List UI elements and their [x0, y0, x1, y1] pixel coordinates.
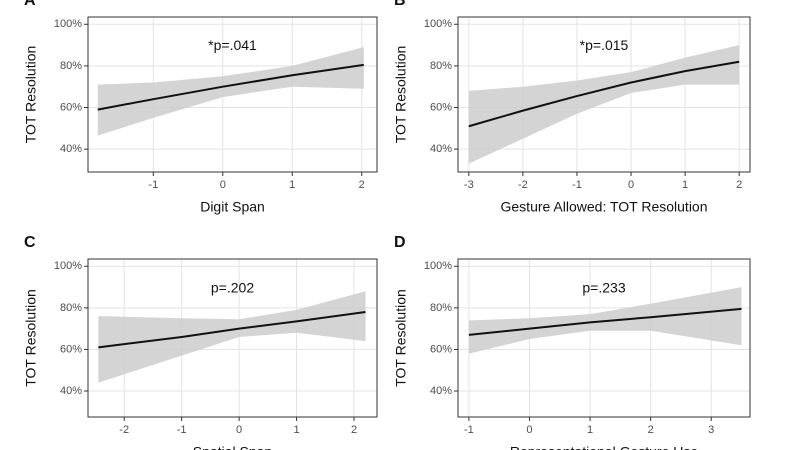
y-tick-label: 100% — [424, 18, 452, 30]
x-tick-label: -2 — [518, 179, 528, 191]
fit-line — [98, 311, 366, 349]
panel-letter: D — [394, 234, 406, 251]
y-axis-title: TOT Resolution — [23, 289, 39, 387]
plot-border — [87, 16, 378, 173]
x-tick-label: -1 — [177, 424, 187, 436]
y-tick-label: 40% — [430, 385, 452, 397]
y-tick-label: 60% — [430, 343, 452, 355]
x-axis-title: Digit Span — [200, 199, 265, 215]
y-tick-label: 60% — [430, 101, 452, 113]
y-tick-label: 100% — [54, 260, 82, 272]
x-tick-label: -1 — [464, 424, 474, 436]
x-tick-label: 0 — [220, 179, 226, 191]
x-tick-label: -1 — [148, 179, 158, 191]
y-tick-label: 100% — [424, 260, 452, 272]
x-tick-label: 1 — [289, 179, 295, 191]
x-axis-title: Spatial Span — [193, 444, 272, 450]
x-tick-label: -1 — [572, 179, 582, 191]
x-axis-title: Gesture Allowed: TOT Resolution — [501, 199, 708, 215]
x-tick-label: 1 — [587, 424, 593, 436]
plot-border — [457, 16, 751, 173]
fit-line — [97, 63, 364, 111]
y-tick-label: 80% — [430, 302, 452, 314]
y-tick-label: 40% — [60, 385, 82, 397]
y-tick-label: 80% — [60, 60, 82, 72]
panel-letter: B — [394, 0, 406, 9]
x-tick-label: 0 — [628, 179, 634, 191]
annotation: *p=.041 — [208, 37, 257, 53]
x-tick-label: 3 — [708, 424, 714, 436]
fit-line — [468, 60, 740, 128]
annotation: p=.202 — [211, 280, 254, 296]
y-tick-label: 40% — [60, 143, 82, 155]
confidence-band — [98, 291, 366, 383]
x-tick-label: 2 — [736, 179, 742, 191]
panel: 40% 60% 80% 100% -2 -1 0 1 2 p=.202 Spatial Span TO… — [23, 234, 378, 450]
panel: 40% 60% 80% 100% -1 0 1 2 3 p=.233 Representationa… — [393, 234, 751, 450]
y-tick-label: 60% — [60, 101, 82, 113]
panel: 40% 60% 80% 100% -1 0 1 2 *p=.041 Digit Span TOT R… — [23, 0, 378, 215]
x-tick-label: -2 — [119, 424, 129, 436]
confidence-band — [97, 47, 364, 136]
x-tick-label: 1 — [294, 424, 300, 436]
y-axis-title: TOT Resolution — [393, 289, 409, 387]
annotation: *p=.015 — [580, 37, 629, 53]
y-tick-label: 60% — [60, 343, 82, 355]
y-tick-label: 40% — [430, 143, 452, 155]
y-tick-label: 80% — [430, 60, 452, 72]
x-tick-label: 2 — [359, 179, 365, 191]
y-axis-title: TOT Resolution — [23, 46, 39, 144]
x-tick-label: 0 — [526, 424, 532, 436]
x-tick-label: 0 — [236, 424, 242, 436]
annotation: p=.233 — [582, 280, 625, 296]
x-tick-label: 2 — [648, 424, 654, 436]
panel: 40% 60% 80% 100% -3 -2 -1 0 1 2 *p=.015 Gesture All… — [393, 0, 751, 215]
y-tick-label: 100% — [54, 18, 82, 30]
plot-border — [457, 258, 751, 418]
x-tick-label: -3 — [464, 179, 474, 191]
y-axis-title: TOT Resolution — [393, 46, 409, 144]
y-tick-label: 80% — [60, 302, 82, 314]
panel-letter: A — [24, 0, 36, 9]
x-tick-label: 1 — [682, 179, 688, 191]
x-axis-title: Representational Gesture Use — [510, 444, 699, 450]
fit-line — [468, 307, 742, 336]
panel-letter: C — [24, 234, 36, 251]
plot-border — [87, 258, 378, 418]
x-tick-label: 2 — [351, 424, 357, 436]
